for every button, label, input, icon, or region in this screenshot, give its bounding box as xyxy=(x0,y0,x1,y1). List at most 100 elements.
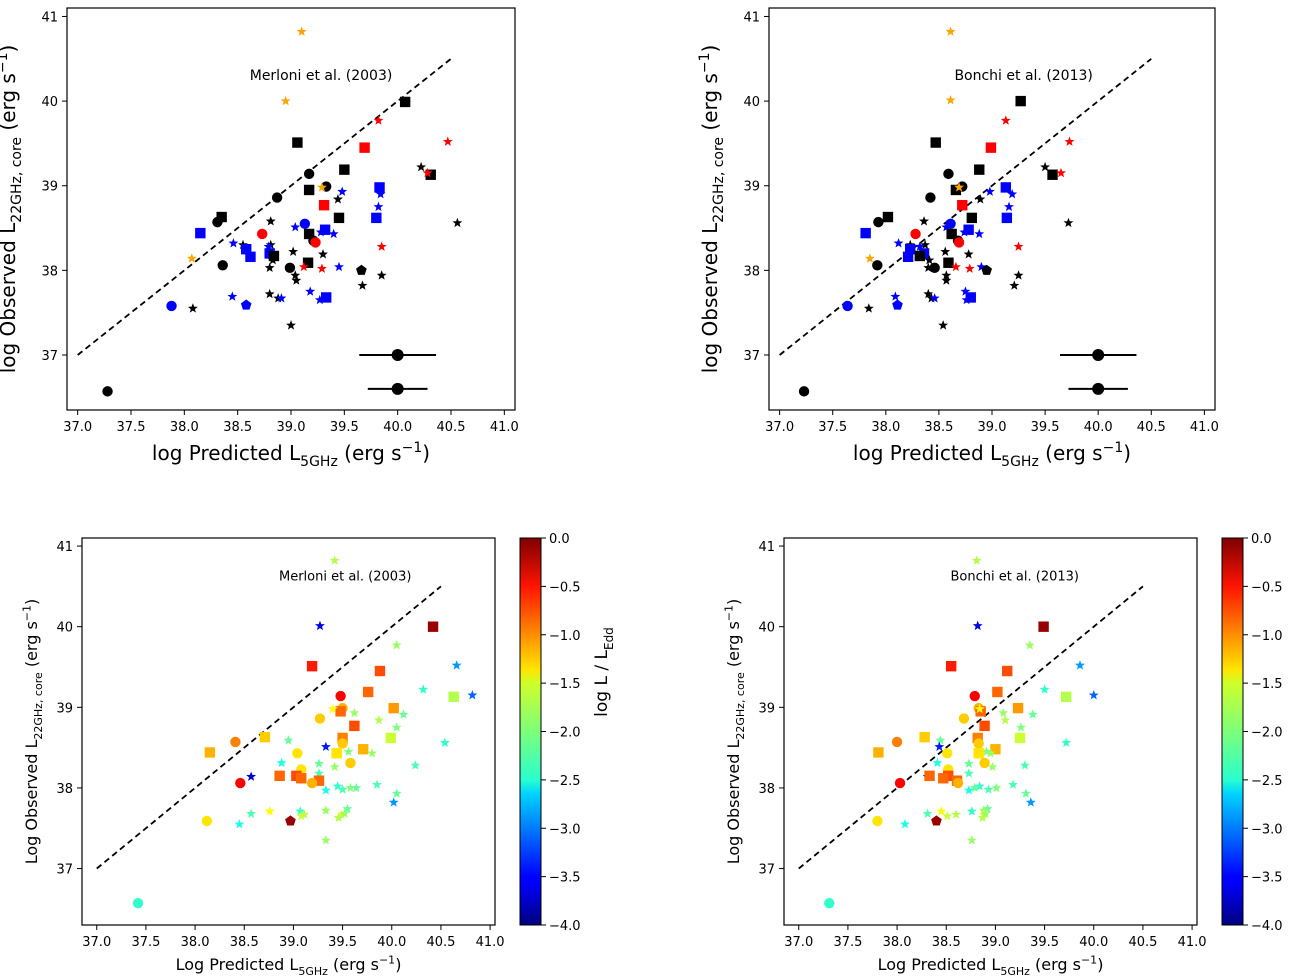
error-bar-point xyxy=(1092,382,1105,395)
data-point xyxy=(263,241,274,251)
data-point xyxy=(1000,715,1011,725)
data-point xyxy=(362,686,374,698)
colorbar-tick-label: −3.0 xyxy=(1251,822,1283,837)
x-axis-label: Log Predicted L5GHz (erg s−1) xyxy=(176,954,402,978)
data-point xyxy=(935,735,946,745)
data-point xyxy=(296,26,307,36)
data-point xyxy=(376,241,387,251)
data-point xyxy=(291,275,302,285)
data-point xyxy=(257,228,268,240)
x-tick-label: 38.0 xyxy=(871,420,900,435)
data-point xyxy=(924,255,935,265)
data-point xyxy=(873,747,884,758)
scatter-panel-4: 37.0 37.5 38.0 38.5 39.0 39.5 40.0 40.5 41.0 37 38… xyxy=(723,532,1283,978)
data-point xyxy=(922,808,933,818)
data-point xyxy=(1015,95,1026,107)
x-tick-label: 40.0 xyxy=(377,935,406,950)
data-point xyxy=(331,748,342,759)
data-point xyxy=(961,294,972,305)
data-point xyxy=(391,640,402,650)
colorbar-tick-label: −3.5 xyxy=(1251,871,1283,886)
data-point xyxy=(864,253,875,263)
data-point xyxy=(941,222,952,232)
data-point xyxy=(259,731,271,743)
data-point xyxy=(979,757,990,769)
data-point xyxy=(941,275,952,285)
data-point xyxy=(367,748,378,758)
data-point xyxy=(333,212,345,224)
data-point xyxy=(985,142,997,153)
x-tick-label: 38.0 xyxy=(883,935,912,950)
data-point xyxy=(932,757,943,768)
y-tick-label: 37 xyxy=(758,863,775,878)
data-point xyxy=(1004,201,1014,212)
data-point xyxy=(305,286,316,296)
data-point xyxy=(981,746,992,756)
y-tick-label: 38 xyxy=(743,264,760,279)
data-point xyxy=(284,262,296,274)
data-point xyxy=(974,228,985,239)
data-point xyxy=(931,815,942,826)
relation-line xyxy=(96,585,442,870)
data-point xyxy=(902,251,914,263)
data-point xyxy=(946,228,957,240)
data-point xyxy=(1008,779,1019,789)
data-point xyxy=(316,263,327,273)
data-point xyxy=(334,261,344,272)
x-tick-label: 39.0 xyxy=(279,935,308,950)
data-point xyxy=(824,898,835,909)
data-point xyxy=(102,386,113,397)
data-point xyxy=(371,212,382,224)
data-point xyxy=(296,773,307,784)
data-point xyxy=(339,164,350,175)
data-point xyxy=(374,665,386,677)
colorbar-tick-label: −4.0 xyxy=(549,919,581,934)
data-point xyxy=(448,691,459,703)
x-tick-label: 41.0 xyxy=(1190,420,1219,435)
data-point xyxy=(271,192,283,203)
data-point xyxy=(985,748,996,758)
error-bar-point xyxy=(1092,348,1105,361)
x-tick-label: 37.0 xyxy=(82,935,111,950)
y-tick-label: 41 xyxy=(56,540,73,555)
x-tick-label: 40.5 xyxy=(426,935,455,950)
data-point xyxy=(280,95,291,106)
data-point xyxy=(303,228,315,240)
data-point xyxy=(1025,797,1036,807)
data-point xyxy=(943,168,954,180)
data-point xyxy=(376,270,387,280)
data-point xyxy=(1007,188,1018,199)
data-point xyxy=(299,809,310,819)
data-point xyxy=(320,741,331,752)
data-point xyxy=(332,194,343,204)
y-tick-label: 40 xyxy=(56,621,73,636)
data-point xyxy=(398,709,409,719)
data-point xyxy=(240,299,252,310)
data-point xyxy=(798,386,810,397)
data-point xyxy=(388,797,399,807)
data-point xyxy=(919,216,929,226)
data-point xyxy=(235,777,246,789)
data-point xyxy=(216,211,227,223)
data-point xyxy=(319,224,331,235)
data-point xyxy=(315,620,325,631)
data-point xyxy=(374,715,384,725)
data-point xyxy=(296,810,307,821)
y-tick-label: 40 xyxy=(41,95,58,110)
data-point xyxy=(940,246,951,256)
data-point xyxy=(974,703,985,714)
x-axis-label: log Predicted L5GHz (erg s−1) xyxy=(853,440,1131,470)
data-point xyxy=(1061,691,1072,703)
y-tick-label: 41 xyxy=(758,540,775,555)
data-point xyxy=(1013,241,1024,251)
data-point xyxy=(1012,702,1024,714)
data-point xyxy=(187,303,198,313)
data-point xyxy=(969,782,980,793)
data-point xyxy=(388,702,399,714)
x-tick-label: 38.5 xyxy=(932,935,961,950)
data-point xyxy=(298,261,309,272)
data-point xyxy=(964,263,975,273)
data-point xyxy=(1016,722,1026,732)
data-point xyxy=(276,757,287,768)
